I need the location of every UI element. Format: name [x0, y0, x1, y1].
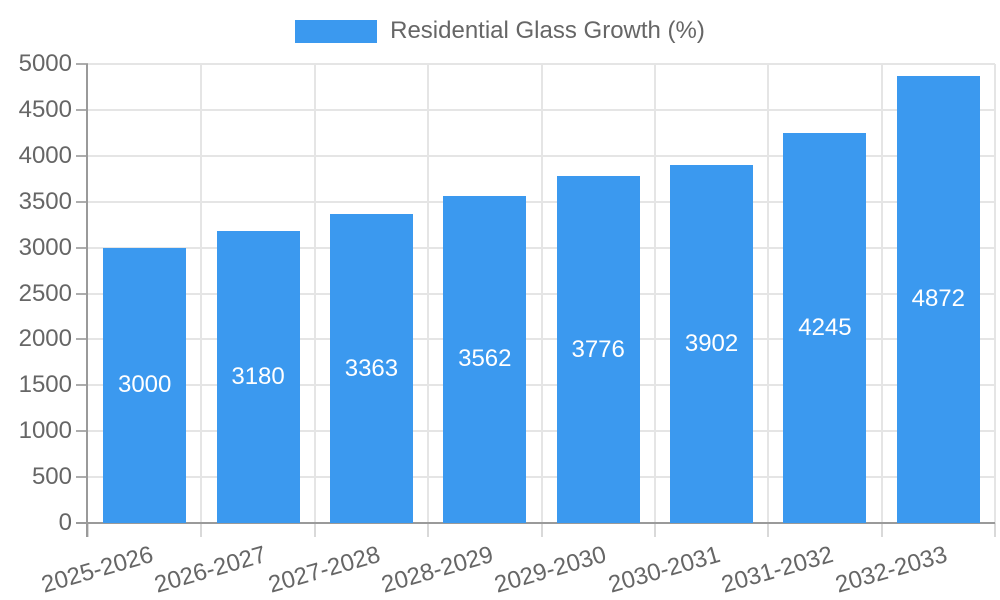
y-axis-tick: [76, 476, 88, 479]
bar-value-label: 3000: [117, 371, 172, 399]
y-axis-tick: [76, 430, 88, 433]
y-tick-label: 4500: [18, 95, 72, 123]
y-axis-line: [86, 64, 88, 537]
gridline-vertical: [880, 64, 883, 523]
x-axis-tick: [200, 523, 203, 537]
x-tick-label: 2028-2029: [378, 541, 497, 599]
x-axis-tick: [87, 523, 89, 537]
gridline-vertical: [653, 64, 656, 523]
y-tick-label: 1500: [18, 371, 72, 399]
x-tick-label: 2029-2030: [491, 541, 610, 599]
bar-2025-2026[interactable]: 3000: [103, 247, 187, 523]
bar-value-label: 3562: [458, 345, 512, 373]
gridline-vertical: [994, 64, 996, 523]
y-axis-tick: [76, 338, 88, 341]
legend-label: Residential Glass Growth (%): [390, 17, 705, 44]
y-tick-label: 3000: [18, 233, 72, 261]
y-tick-label: 3500: [18, 187, 72, 215]
x-axis-tick: [427, 523, 430, 537]
x-tick-label: 2031-2032: [718, 541, 837, 599]
bar-value-label: 3363: [344, 354, 399, 382]
y-axis-tick: [76, 200, 88, 203]
y-tick-label: 500: [31, 463, 72, 491]
y-tick-label: 4000: [18, 141, 72, 169]
gridline-vertical: [540, 64, 543, 523]
y-axis-tick: [76, 246, 88, 249]
x-tick-label: 2030-2031: [605, 541, 724, 599]
x-axis-line: [76, 522, 995, 524]
bar-2026-2027[interactable]: 3180: [216, 231, 300, 523]
x-tick-label: 2032-2033: [831, 541, 950, 599]
bar-2027-2028[interactable]: 3363: [329, 214, 413, 523]
y-tick-label: 0: [58, 509, 72, 536]
bar-2032-2033[interactable]: 4872: [896, 75, 980, 523]
y-tick-label: 5000: [18, 50, 72, 77]
bar-value-label: 3902: [684, 329, 739, 357]
bar-2028-2029[interactable]: 3562: [443, 196, 527, 523]
y-axis-tick: [76, 292, 88, 295]
y-tick-label: 1000: [18, 417, 72, 445]
gridline-vertical: [313, 64, 316, 523]
y-axis-tick: [76, 384, 88, 387]
x-axis-tick: [313, 523, 316, 537]
x-axis-tick: [880, 523, 883, 537]
x-tick-label: 2027-2028: [265, 541, 383, 599]
bar-2031-2032[interactable]: 4245: [783, 133, 867, 523]
gridline-vertical: [767, 64, 770, 523]
bar-value-label: 3776: [571, 335, 625, 363]
legend-swatch: [295, 19, 378, 43]
legend[interactable]: Residential Glass Growth (%): [0, 17, 1000, 45]
y-axis-tick: [76, 154, 88, 157]
bar-value-label: 3180: [231, 363, 285, 391]
bar-value-label: 4872: [911, 285, 965, 313]
y-tick-label: 2500: [18, 279, 72, 307]
y-tick-label: 2000: [18, 325, 72, 353]
x-tick-label: 2025-2026: [38, 541, 157, 599]
gridline-vertical: [200, 64, 203, 523]
y-axis-tick: [76, 63, 88, 65]
x-axis-tick: [767, 523, 770, 537]
x-axis-tick: [653, 523, 656, 537]
bar-2030-2031[interactable]: 3902: [670, 164, 754, 523]
gridline-vertical: [427, 64, 430, 523]
y-axis-tick: [76, 108, 88, 111]
x-axis-tick: [540, 523, 543, 537]
x-tick-label: 2026-2027: [151, 541, 270, 599]
bar-2029-2030[interactable]: 3776: [556, 176, 640, 523]
x-axis-tick: [994, 523, 996, 537]
bar-value-label: 4245: [798, 314, 852, 342]
